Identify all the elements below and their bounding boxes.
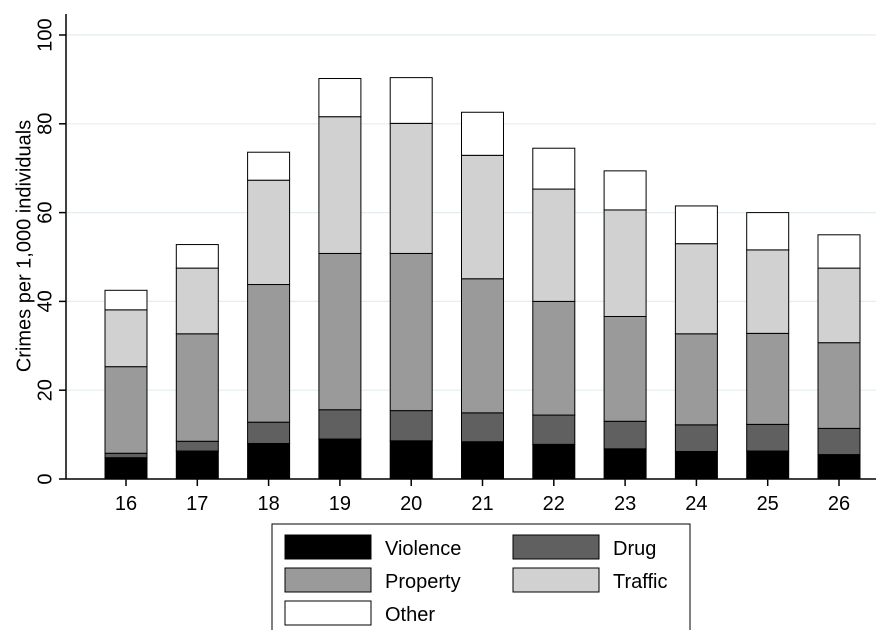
bar-property-17 bbox=[175, 333, 219, 442]
x-tick-label: 18 bbox=[257, 493, 279, 515]
legend-swatch-other bbox=[284, 600, 372, 626]
y-tick-label: 40 bbox=[34, 290, 56, 312]
bar-drug-22 bbox=[532, 414, 576, 445]
x-tick-label: 24 bbox=[685, 493, 707, 515]
bar-violence-16 bbox=[104, 457, 148, 480]
bar-traffic-25 bbox=[746, 249, 790, 334]
bar-other-25 bbox=[746, 212, 790, 251]
bar-drug-25 bbox=[746, 423, 790, 452]
y-tick-label: 60 bbox=[34, 201, 56, 223]
bar-property-23 bbox=[603, 315, 647, 422]
bar-property-21 bbox=[461, 278, 504, 414]
x-tick-label: 19 bbox=[329, 493, 351, 515]
axes bbox=[65, 14, 876, 480]
y-tick-label: 80 bbox=[34, 113, 56, 135]
legend-label-other: Other bbox=[385, 604, 435, 626]
bar-property-26 bbox=[817, 342, 861, 429]
bar-violence-19 bbox=[318, 438, 362, 480]
bar-drug-23 bbox=[603, 420, 647, 450]
bar-drug-26 bbox=[817, 427, 861, 456]
bar-violence-17 bbox=[175, 450, 219, 480]
bar-traffic-23 bbox=[603, 209, 647, 317]
bar-drug-19 bbox=[318, 409, 362, 440]
legend-label-traffic: Traffic bbox=[613, 571, 667, 593]
bar-drug-16 bbox=[104, 452, 148, 459]
bar-other-21 bbox=[461, 111, 504, 156]
bar-traffic-20 bbox=[389, 122, 433, 254]
x-ticks: 16 17 18 19 20 21 22 23 24 25 26 bbox=[115, 479, 850, 515]
y-tick-label: 0 bbox=[34, 473, 56, 484]
bar-property-25 bbox=[746, 332, 790, 425]
bar-other-22 bbox=[532, 147, 576, 190]
bars bbox=[104, 77, 861, 480]
legend-label-property: Property bbox=[385, 571, 461, 593]
bar-property-19 bbox=[318, 252, 362, 411]
bar-traffic-21 bbox=[461, 154, 504, 280]
bar-property-24 bbox=[674, 333, 718, 426]
y-tick-label: 20 bbox=[34, 379, 56, 401]
legend-swatch-violence bbox=[284, 534, 372, 560]
y-axis-title: Crimes per 1,000 individuals bbox=[13, 120, 35, 372]
bar-traffic-17 bbox=[175, 267, 219, 335]
bar-violence-26 bbox=[817, 454, 861, 480]
legend-swatch-property bbox=[284, 567, 372, 593]
bar-violence-24 bbox=[674, 450, 718, 480]
x-tick-label: 23 bbox=[614, 493, 636, 515]
bar-other-23 bbox=[603, 170, 647, 211]
bar-drug-18 bbox=[247, 421, 291, 444]
bar-other-19 bbox=[318, 78, 362, 118]
bar-violence-21 bbox=[461, 441, 504, 480]
x-tick-label: 22 bbox=[543, 493, 565, 515]
bar-drug-17 bbox=[175, 440, 219, 452]
bar-other-16 bbox=[104, 289, 148, 311]
bar-drug-20 bbox=[389, 410, 433, 442]
legend-label-drug: Drug bbox=[613, 538, 656, 560]
x-tick-label: 26 bbox=[828, 493, 850, 515]
bar-other-20 bbox=[389, 77, 433, 124]
bar-violence-18 bbox=[247, 442, 291, 480]
bar-other-26 bbox=[817, 234, 861, 269]
bar-violence-25 bbox=[746, 450, 790, 480]
bar-other-18 bbox=[247, 151, 291, 181]
bar-property-18 bbox=[247, 284, 291, 423]
bar-violence-20 bbox=[389, 440, 433, 480]
bar-property-22 bbox=[532, 300, 576, 416]
legend: Violence Drug Property Traffic Other bbox=[271, 523, 691, 630]
bar-property-20 bbox=[389, 252, 433, 412]
bar-drug-21 bbox=[461, 412, 504, 443]
x-tick-label: 16 bbox=[115, 493, 137, 515]
bar-traffic-22 bbox=[532, 188, 576, 302]
bar-violence-23 bbox=[603, 448, 647, 480]
legend-swatch-traffic bbox=[512, 567, 600, 593]
bar-traffic-24 bbox=[674, 243, 718, 335]
legend-swatch-drug bbox=[512, 534, 600, 560]
bar-drug-24 bbox=[674, 424, 718, 452]
x-tick-label: 17 bbox=[186, 493, 208, 515]
y-ticks: 0 20 40 60 80 100 bbox=[34, 18, 66, 485]
legend-label-violence: Violence bbox=[385, 538, 461, 560]
bar-traffic-19 bbox=[318, 116, 362, 254]
x-tick-label: 20 bbox=[400, 493, 422, 515]
bar-traffic-16 bbox=[104, 309, 148, 368]
bar-traffic-26 bbox=[817, 267, 861, 344]
bar-violence-22 bbox=[532, 443, 576, 480]
bar-traffic-18 bbox=[247, 179, 291, 286]
x-tick-label: 21 bbox=[471, 493, 493, 515]
y-tick-label: 100 bbox=[34, 18, 56, 51]
bar-other-17 bbox=[175, 244, 219, 269]
bar-property-16 bbox=[104, 366, 148, 454]
x-tick-label: 25 bbox=[757, 493, 779, 515]
bar-other-24 bbox=[674, 205, 718, 245]
